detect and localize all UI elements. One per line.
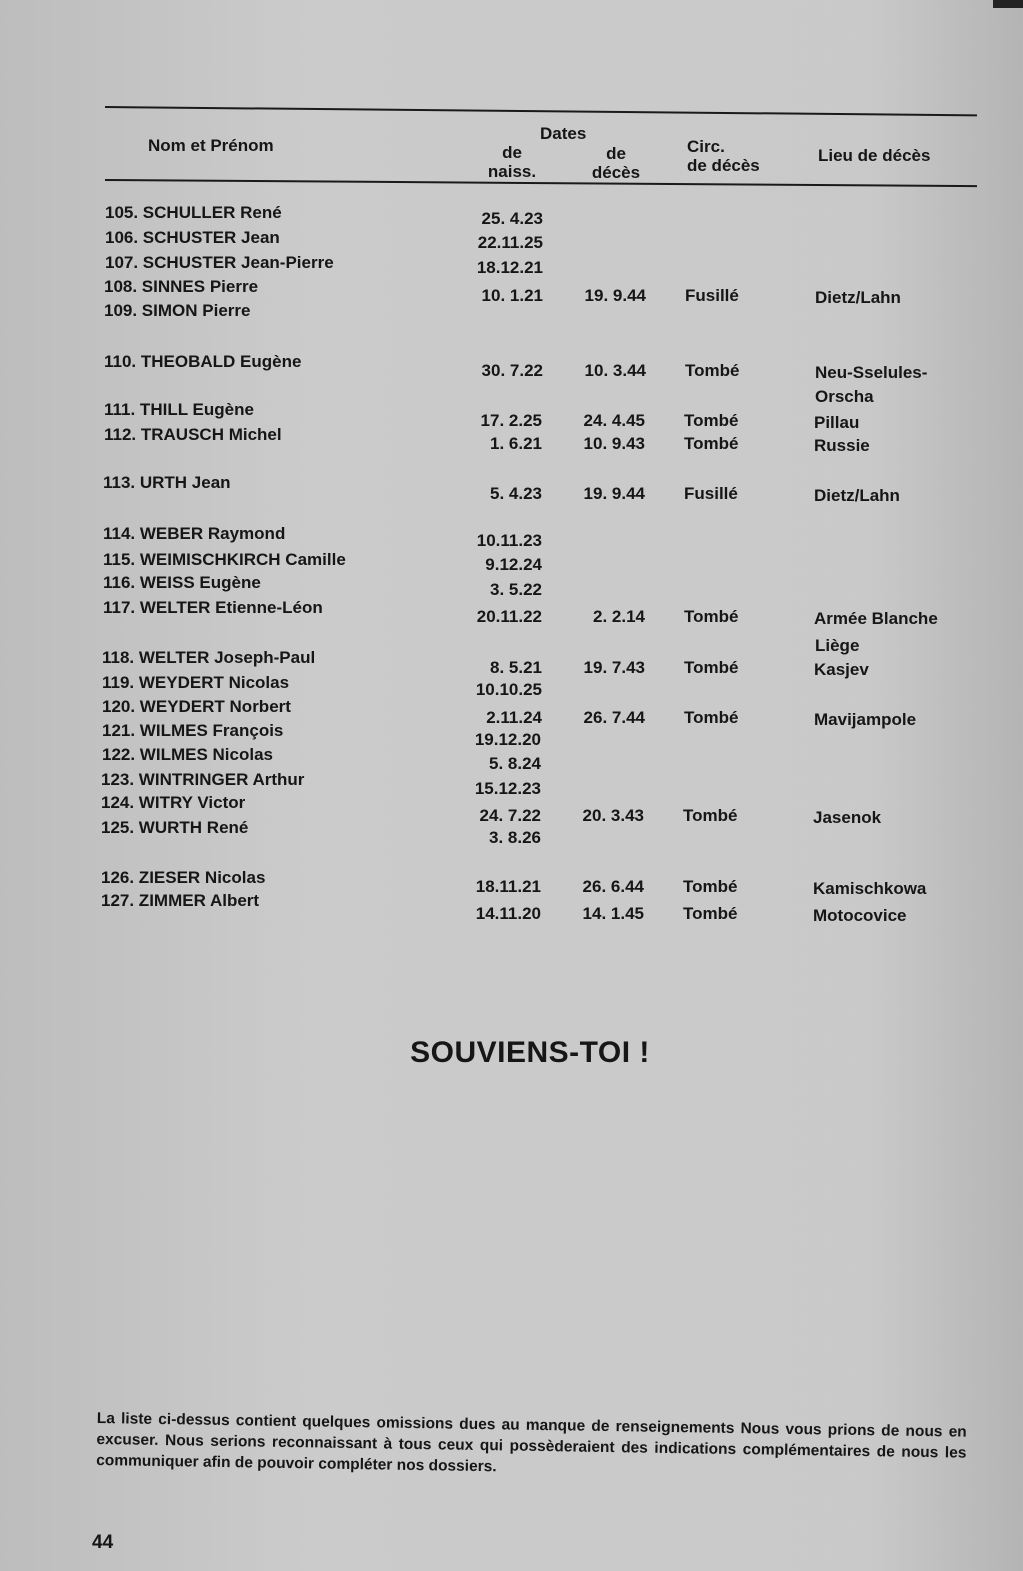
person-name: 126. ZIESER Nicolas — [101, 868, 266, 887]
death-circumstance: Tombé — [683, 877, 738, 896]
birth-date: 18.12.21 — [476, 258, 543, 277]
page-title: SOUVIENS-TOI ! — [410, 1036, 650, 1069]
header-death-line2: décès — [591, 163, 641, 182]
birth-date: 22.11.25 — [477, 233, 543, 252]
person-name: 125. WURTH René — [101, 818, 249, 837]
death-place: Kasjev — [814, 660, 869, 679]
header-death: de décès — [586, 144, 646, 182]
page-number: 44 — [92, 1532, 114, 1553]
death-date: 19. 9.44 — [583, 484, 645, 503]
death-place: Motocovice — [813, 906, 907, 925]
death-place: Kamischkowa — [813, 879, 927, 898]
person-name: 109. SIMON Pierre — [104, 301, 251, 320]
death-date: 19. 7.43 — [583, 658, 645, 677]
death-place: Dietz/Lahn — [815, 288, 901, 307]
death-place: Russie — [814, 436, 870, 455]
death-date: 19. 9.44 — [584, 286, 646, 305]
death-date: 24. 4.45 — [583, 411, 645, 430]
person-name: 105. SCHULLER René — [105, 203, 282, 222]
death-place: Dietz/Lahn — [814, 486, 900, 505]
header-place: Lieu de décès — [818, 146, 931, 165]
birth-date: 10.10.25 — [475, 680, 542, 699]
header-circ-line1: Circ. — [687, 137, 725, 156]
footnote-paragraph: La liste ci-dessus contient quelques omi… — [96, 1409, 967, 1476]
header-name: Nom et Prénom — [148, 136, 274, 155]
birth-date: 3. 5.22 — [490, 580, 542, 599]
header-circ: Circ. de décès — [687, 137, 760, 175]
death-place-line2: Orscha — [815, 387, 874, 406]
person-name: 113. URTH Jean — [103, 473, 231, 492]
person-name: 111. THILL Eugène — [104, 400, 254, 419]
birth-date: 5. 4.23 — [490, 484, 542, 503]
birth-date: 30. 7.22 — [481, 361, 543, 380]
person-name: 124. WITRY Victor — [101, 793, 246, 812]
death-place: Neu-Sselules- — [815, 363, 928, 382]
person-name: 121. WILMES François — [102, 721, 284, 740]
header-circ-line2: de décès — [687, 156, 760, 175]
birth-date: 9.12.24 — [485, 555, 542, 574]
birth-date: 19.12.20 — [474, 730, 541, 749]
death-place: Jasenok — [813, 808, 882, 827]
birth-date: 24. 7.22 — [479, 806, 541, 825]
death-circumstance: Tombé — [684, 434, 739, 453]
death-circumstance: Tombé — [684, 411, 739, 430]
birth-date: 20.11.22 — [476, 607, 542, 626]
header-birth-line2: naiss. — [487, 162, 537, 181]
birth-date: 5. 8.24 — [489, 754, 541, 773]
birth-date: 15.12.23 — [474, 779, 541, 798]
person-name: 112. TRAUSCH Michel — [104, 425, 282, 444]
death-date: 20. 3.43 — [582, 806, 644, 825]
death-date: 10. 9.43 — [583, 434, 645, 453]
death-date: 26. 7.44 — [583, 708, 645, 727]
person-name: 122. WILMES Nicolas — [102, 745, 273, 764]
death-date: 10. 3.44 — [584, 361, 646, 380]
death-circumstance: Tombé — [684, 658, 739, 677]
birth-date: 18.11.21 — [475, 877, 541, 896]
death-place: Pillau — [814, 413, 860, 432]
death-date: 14. 1.45 — [582, 904, 644, 923]
death-place: Armée Blanche — [814, 609, 938, 628]
person-name: 117. WELTER Etienne-Léon — [103, 598, 323, 617]
person-name: 118. WELTER Joseph-Paul — [102, 648, 316, 667]
birth-date: 8. 5.21 — [490, 658, 542, 677]
birth-date: 2.11.24 — [486, 708, 542, 727]
death-place: Mavijampole — [814, 710, 917, 729]
table-top-rule — [104, 106, 977, 117]
death-circumstance: Tombé — [683, 904, 738, 923]
death-place-line2: Liège — [815, 636, 860, 655]
person-name: 119. WEYDERT Nicolas — [102, 673, 290, 692]
death-circumstance: Tombé — [684, 607, 739, 626]
birth-date: 17. 2.25 — [480, 411, 542, 430]
scan-edge — [993, 0, 1023, 8]
birth-date: 1. 6.21 — [490, 434, 542, 453]
person-name: 116. WEISS Eugène — [103, 573, 261, 592]
header-death-line1: de — [606, 144, 626, 163]
person-name: 120. WEYDERT Norbert — [102, 697, 291, 716]
death-circumstance: Tombé — [683, 806, 738, 825]
header-birth: de naiss. — [482, 143, 542, 181]
person-name: 115. WEIMISCHKIRCH Camille — [103, 550, 346, 569]
birth-date: 14.11.20 — [475, 904, 541, 923]
person-name: 110. THEOBALD Eugène — [104, 352, 302, 371]
header-dates: Dates — [540, 124, 587, 143]
person-name: 127. ZIMMER Albert — [101, 891, 260, 910]
death-circumstance: Tombé — [685, 361, 740, 380]
death-circumstance: Fusillé — [685, 286, 739, 305]
death-circumstance: Tombé — [684, 708, 739, 727]
person-name: 106. SCHUSTER Jean — [105, 228, 280, 247]
death-date: 26. 6.44 — [582, 877, 644, 896]
person-name: 107. SCHUSTER Jean-Pierre — [105, 253, 334, 272]
person-name: 114. WEBER Raymond — [103, 524, 286, 543]
birth-date: 25. 4.23 — [481, 209, 543, 228]
birth-date: 10.11.23 — [476, 531, 542, 550]
birth-date: 3. 8.26 — [489, 828, 541, 847]
birth-date: 10. 1.21 — [481, 286, 543, 305]
header-birth-line1: de — [502, 143, 522, 162]
death-circumstance: Fusillé — [684, 484, 738, 503]
person-name: 108. SINNES Pierre — [104, 277, 259, 296]
person-name: 123. WINTRINGER Arthur — [101, 770, 305, 789]
death-date: 2. 2.14 — [593, 607, 645, 626]
